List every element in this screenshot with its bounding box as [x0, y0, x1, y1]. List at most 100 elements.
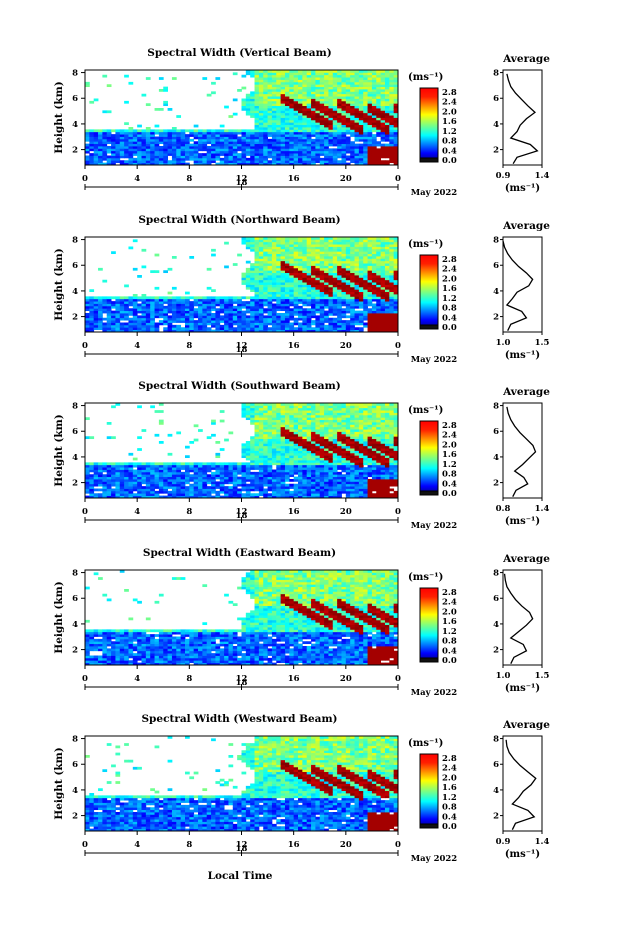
- heatmap-cell: [167, 490, 173, 494]
- heatmap-cell: [367, 98, 373, 102]
- heatmap-cell: [258, 476, 264, 480]
- heatmap-cell: [298, 298, 303, 302]
- heatmap-cell: [202, 141, 208, 145]
- heatmap-cell: [271, 127, 277, 130]
- heatmap-cell: [232, 467, 238, 470]
- heatmap-cell: [167, 291, 173, 295]
- heatmap-cell: [176, 486, 182, 489]
- heatmap-cell: [371, 324, 377, 328]
- heatmap-cell: [302, 282, 308, 285]
- heatmap-cell: [237, 308, 242, 312]
- heatmap-cell: [258, 407, 264, 411]
- heatmap-cell: [289, 474, 295, 478]
- heatmap-cell: [163, 467, 168, 470]
- heatmap-cell: [198, 476, 203, 480]
- heatmap-cell: [241, 452, 247, 456]
- heatmap-cell: [193, 424, 199, 428]
- heatmap-cell: [345, 122, 351, 126]
- heatmap-cell: [284, 296, 290, 300]
- heatmap-cell: [298, 327, 303, 331]
- heatmap-cell: [298, 286, 303, 290]
- heatmap-cell: [280, 117, 286, 121]
- average-x-tick-label: 1.4: [535, 171, 550, 181]
- heatmap-cell: [367, 246, 373, 250]
- heatmap-cell: [354, 86, 360, 90]
- heatmap-cell: [215, 155, 221, 159]
- heatmap-cell: [311, 253, 316, 257]
- heatmap-cell: [367, 124, 373, 128]
- heatmap-cell: [258, 103, 264, 107]
- heatmap-cell: [206, 486, 212, 489]
- heatmap-cell: [319, 77, 325, 80]
- heatmap-cell: [93, 464, 99, 468]
- heatmap-cell: [363, 148, 368, 152]
- heatmap-cell: [85, 313, 90, 316]
- heatmap-cell: [154, 313, 160, 316]
- heatmap-cell: [289, 438, 295, 442]
- heatmap-cell: [176, 462, 182, 466]
- heatmap-cell: [363, 244, 368, 247]
- heatmap-cell: [358, 96, 364, 99]
- heatmap-cell: [211, 148, 216, 152]
- heatmap-cell: [380, 296, 386, 300]
- heatmap-cell: [367, 260, 373, 264]
- heatmap-cell: [332, 155, 338, 159]
- heatmap-cell: [98, 327, 103, 331]
- heatmap-cell: [102, 474, 108, 478]
- heatmap-cell: [280, 315, 286, 319]
- heatmap-cell: [245, 320, 251, 323]
- heatmap-cell: [193, 131, 199, 135]
- heatmap-cell: [250, 486, 255, 489]
- heatmap-cell: [132, 457, 138, 461]
- heatmap-cell: [302, 96, 308, 99]
- heatmap-cell: [367, 122, 373, 126]
- heatmap-cell: [150, 270, 155, 274]
- heatmap-cell: [241, 403, 247, 406]
- heatmap-cell: [393, 119, 399, 123]
- heatmap-cell: [358, 93, 364, 97]
- heatmap-cell: [258, 320, 264, 323]
- heatmap-cell: [284, 263, 290, 266]
- heatmap-cell: [271, 481, 277, 485]
- heatmap-cell: [250, 239, 255, 243]
- heatmap-cell: [350, 84, 355, 88]
- heatmap-cell: [380, 301, 386, 304]
- heatmap-cell: [280, 488, 286, 492]
- heatmap-cell: [263, 272, 268, 276]
- heatmap-cell: [198, 464, 203, 468]
- heatmap-cell: [154, 136, 160, 140]
- heatmap-cell: [128, 136, 134, 140]
- heatmap-cell: [89, 160, 95, 164]
- heatmap-cell: [93, 148, 99, 152]
- heatmap-cell: [141, 462, 147, 466]
- heatmap-cell: [271, 141, 277, 145]
- heatmap-cell: [276, 160, 282, 164]
- heatmap-cell: [376, 246, 382, 250]
- heatmap-cell: [193, 129, 199, 133]
- heatmap-cell: [341, 117, 347, 121]
- heatmap-cell: [263, 405, 268, 409]
- heatmap-cell: [115, 134, 121, 137]
- heatmap-cell: [163, 310, 168, 314]
- heatmap-cell: [141, 488, 147, 492]
- heatmap-cell: [263, 433, 268, 437]
- heatmap-cell: [284, 265, 290, 269]
- heatmap-cell: [289, 244, 295, 247]
- heatmap-cell: [315, 246, 321, 250]
- heatmap-cell: [232, 129, 238, 133]
- heatmap-cell: [376, 81, 382, 85]
- average-y-tick-label: 4: [493, 287, 499, 297]
- heatmap-cell: [184, 129, 190, 133]
- heatmap-cell: [332, 100, 338, 104]
- heatmap-cell: [215, 322, 221, 326]
- heatmap-cell: [180, 136, 186, 140]
- heatmap-cell: [263, 256, 268, 259]
- heatmap-cell: [302, 265, 308, 269]
- heatmap-cell: [158, 479, 164, 482]
- heatmap-cell: [284, 129, 290, 133]
- y-axis-label: Height (km): [53, 248, 65, 320]
- heatmap-cell: [358, 74, 364, 78]
- heatmap-cell: [124, 322, 129, 326]
- heatmap-cell: [263, 136, 268, 140]
- heatmap-cell: [189, 327, 195, 331]
